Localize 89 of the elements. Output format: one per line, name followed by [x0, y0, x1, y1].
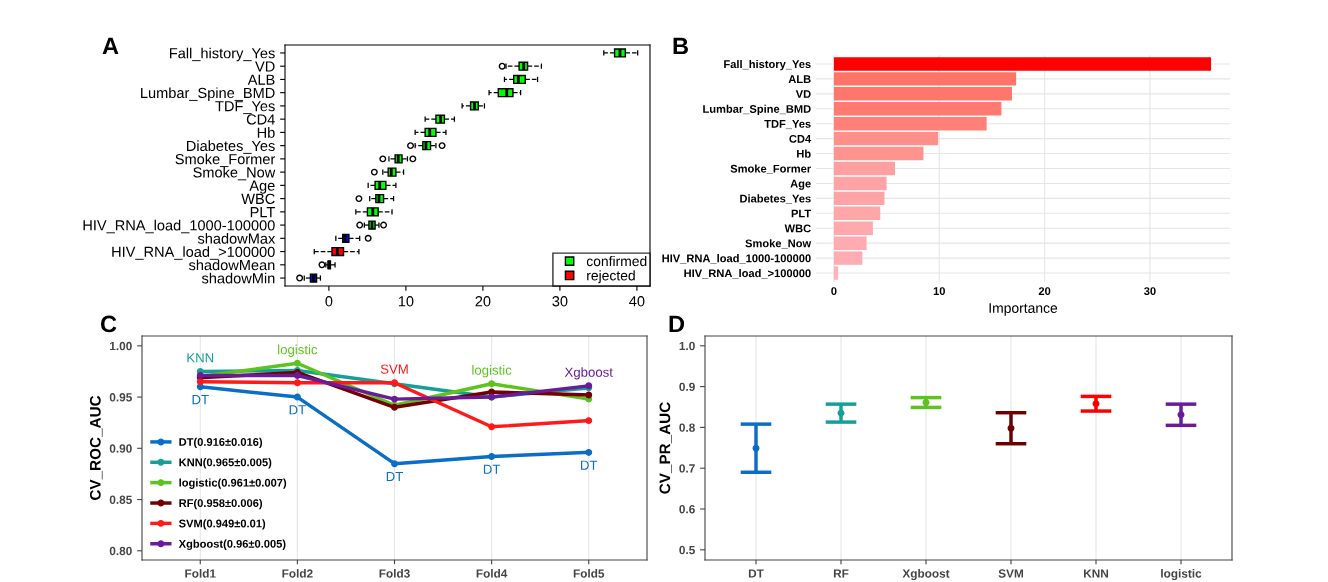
y-axis-title: CV_PR_AUC: [659, 402, 673, 494]
annotation: logistic: [472, 365, 512, 378]
x-tick-label: Fold3: [379, 569, 410, 578]
legend-label: logistic(0.961±0.007): [179, 478, 287, 489]
annotation: KNN: [187, 353, 214, 363]
x-tick-label: Fold5: [573, 569, 605, 578]
y-tick-label: Fall_history_Yes: [170, 47, 275, 62]
legend-label: SVM(0.949±0.01): [178, 519, 266, 530]
y-tick-label: CD4: [246, 114, 275, 125]
y-tick-label: VD: [795, 90, 811, 98]
y-tick-label: Fall_history_Yes: [724, 59, 811, 71]
y-tick-label: 0.85: [109, 495, 132, 504]
x-tick-label: 10: [933, 287, 945, 296]
legend-label: RF(0.958±0.006): [179, 498, 263, 510]
legend-label: Xgboost(0.96±0.005): [178, 539, 286, 550]
y-tick-label: TDF_Yes: [764, 120, 811, 130]
y-tick-label: Diabetes_Yes: [187, 140, 275, 154]
annotation: SVM: [380, 364, 408, 374]
y-axis-title: CV_ROC_AUC: [89, 395, 103, 501]
y-tick-label: ALB: [788, 75, 811, 83]
y-tick-label: shadowMin: [201, 272, 275, 284]
y-tick-label: 0.95: [109, 393, 132, 402]
annotation: DT: [289, 405, 306, 415]
y-tick-label: WBC: [784, 224, 811, 233]
y-tick-label: HIV_RNA_load_>100000: [684, 269, 811, 279]
x-tick-label: 0: [325, 296, 333, 307]
legend-label: DT(0.916±0.016): [179, 437, 263, 449]
x-tick-label: Fold4: [476, 569, 508, 578]
x-tick-label: 30: [1144, 287, 1156, 296]
legend-label: KNN(0.965±0.005): [179, 458, 272, 469]
y-tick-label: 0.90: [109, 444, 132, 453]
y-tick-label: ALB: [247, 74, 275, 85]
chart-title: B: [673, 37, 688, 55]
y-tick-label: Diabetes_Yes: [740, 194, 811, 204]
chart-title: A: [102, 37, 119, 55]
annotation: DT: [192, 395, 209, 405]
y-tick-label: 0.7: [679, 464, 695, 473]
y-tick-label: Smoke_Former: [730, 164, 811, 174]
x-tick-label: Fold2: [282, 569, 313, 578]
y-tick-label: VD: [255, 61, 275, 72]
y-tick-label: Smoke_Now: [745, 239, 812, 249]
annotation: DT: [483, 464, 501, 474]
x-tick-label: 40: [629, 296, 645, 307]
y-tick-label: WBC: [241, 193, 275, 205]
y-tick-label: 0.5: [679, 545, 695, 555]
y-tick-label: CD4: [789, 134, 812, 143]
y-tick-label: 1.00: [110, 341, 132, 351]
y-tick-label: Smoke_Now: [193, 166, 276, 181]
x-tick-label: 0: [831, 287, 837, 296]
y-tick-label: 0.9: [679, 382, 695, 391]
x-tick-label: 20: [1038, 287, 1051, 296]
y-tick-label: PLT: [250, 207, 275, 218]
annotation: logistic: [278, 344, 318, 357]
y-tick-label: 1.0: [679, 341, 695, 351]
y-tick-label: shadowMax: [197, 233, 276, 244]
y-tick-label: PLT: [791, 209, 812, 218]
annotation: DT: [581, 460, 598, 470]
annotation: DT: [386, 471, 403, 481]
x-tick-label: logistic: [1161, 569, 1202, 581]
annotation: Xgboost: [564, 367, 613, 380]
y-tick-label: Smoke_Former: [175, 153, 276, 168]
y-tick-label: HIV_RNA_load_1000-100000: [662, 254, 811, 264]
y-tick-label: Age: [249, 180, 275, 194]
y-tick-label: HIV_RNA_load_>100000: [112, 246, 275, 260]
x-axis-title: Importance: [989, 303, 1058, 316]
x-tick-label: RF: [833, 569, 849, 578]
x-tick-label: Xgboost: [902, 569, 950, 581]
x-tick-label: DT: [748, 569, 764, 578]
x-tick-label: 20: [475, 296, 491, 307]
chart-title: D: [669, 315, 685, 333]
legend-label: confirmed: [586, 255, 647, 267]
y-tick-label: TDF_Yes: [215, 101, 275, 115]
y-tick-label: Lumbar_Spine_BMD: [141, 87, 275, 101]
legend-label: rejected: [587, 270, 635, 284]
y-tick-label: Hb: [797, 149, 811, 158]
x-tick-label: 10: [398, 296, 414, 307]
x-tick-label: 30: [552, 296, 568, 307]
y-tick-label: 0.6: [679, 505, 695, 514]
x-tick-label: SVM: [998, 569, 1023, 578]
y-tick-label: 0.8: [679, 423, 695, 432]
y-tick-label: Hb: [257, 127, 275, 138]
y-tick-label: shadowMean: [188, 259, 275, 271]
y-tick-label: Age: [790, 179, 811, 190]
y-tick-label: Lumbar_Spine_BMD: [703, 104, 811, 116]
y-tick-label: HIV_RNA_load_1000-100000: [83, 219, 275, 234]
x-tick-label: KNN: [1084, 569, 1108, 578]
chart-title: C: [100, 315, 117, 333]
x-tick-label: Fold1: [185, 569, 216, 578]
y-tick-label: 0.80: [109, 546, 132, 556]
